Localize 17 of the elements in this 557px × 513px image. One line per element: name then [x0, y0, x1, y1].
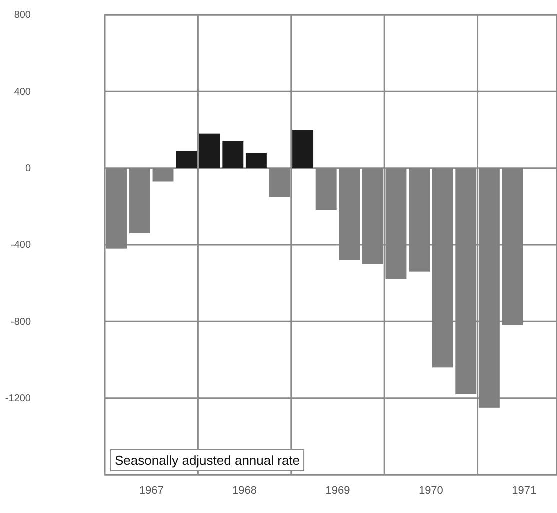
y-tick-label: -400 [10, 240, 32, 252]
y-tick-label: -800 [10, 316, 32, 328]
bar [246, 153, 267, 168]
bar [199, 134, 220, 168]
bar [292, 130, 314, 168]
bar [176, 151, 198, 168]
annotation: Seasonally adjusted annual rate [115, 453, 300, 468]
x-tick-label: 1970 [418, 484, 444, 497]
x-tick-label: 1971 [512, 484, 537, 497]
y-tick-label: 800 [14, 10, 32, 22]
y-tick-label: 400 [14, 86, 32, 98]
x-tick-label: 1969 [326, 484, 350, 497]
y-tick-label: 0 [25, 164, 32, 175]
x-tick-label: 1968 [232, 484, 258, 497]
y-tick-label: -1200 [5, 394, 32, 405]
bar [222, 142, 244, 168]
x-tick-label: 1967 [139, 484, 164, 497]
